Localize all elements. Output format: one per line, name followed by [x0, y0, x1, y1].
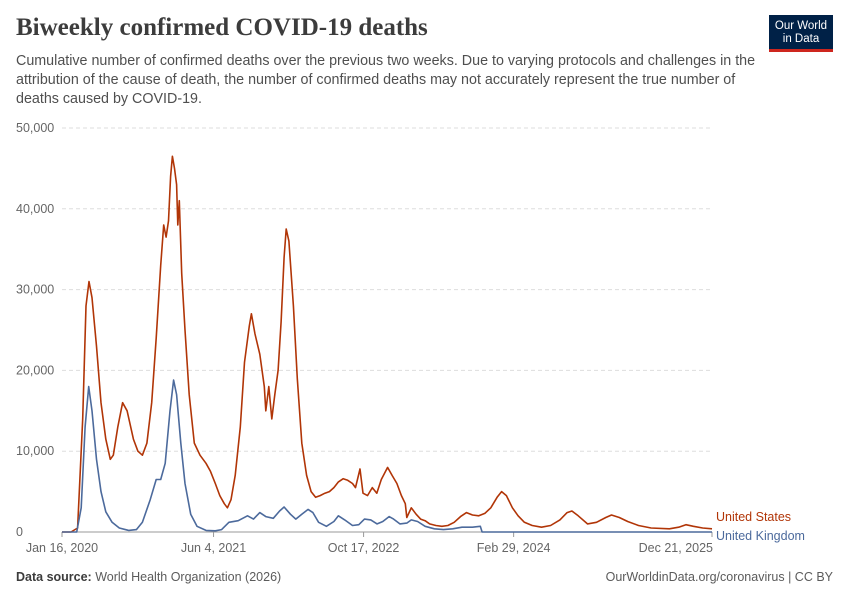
y-tick-label: 10,000: [16, 444, 54, 458]
logo-line-2: in Data: [782, 32, 820, 45]
y-tick-label: 30,000: [16, 283, 54, 297]
y-tick-label: 0: [16, 525, 23, 539]
chart-subtitle: Cumulative number of confirmed deaths ov…: [16, 53, 756, 107]
series-labels: United States United Kingdom: [716, 510, 805, 543]
logo-line-1: Our World: [774, 20, 828, 32]
x-tick-label: Jan 16, 2020: [26, 541, 98, 555]
data-source-label: Data source:: [16, 570, 92, 584]
y-tick-label: 50,000: [16, 121, 54, 135]
source-link[interactable]: OurWorldinData.org/coronavirus | CC BY: [605, 570, 833, 584]
x-tick-label: Feb 29, 2024: [477, 541, 551, 555]
series-line: [62, 379, 712, 533]
series-label: United States: [716, 510, 791, 524]
grid-lines: [62, 127, 712, 452]
data-source: Data source: World Health Organization (…: [16, 570, 281, 584]
y-tick-label: 20,000: [16, 363, 54, 377]
y-tick-label: 40,000: [16, 202, 54, 216]
y-axis-ticks: 0 10,000 20,000 30,000 40,000 50,000: [16, 121, 54, 539]
series-line: [62, 155, 713, 533]
x-tick-label: Jun 4, 2021: [181, 541, 246, 555]
x-tick-label: Oct 17, 2022: [328, 541, 400, 555]
owid-logo[interactable]: Our World in Data: [769, 15, 833, 52]
chart-title: Biweekly confirmed COVID-19 deaths: [16, 14, 428, 41]
series-lines: [62, 155, 713, 533]
x-tick-label: Dec 21, 2025: [639, 541, 713, 555]
x-axis: Jan 16, 2020 Jun 4, 2021 Oct 17, 2022 Feb 2…: [26, 531, 713, 555]
series-label: United Kingdom: [716, 529, 805, 543]
data-source-text: World Health Organization (2026): [95, 570, 282, 584]
